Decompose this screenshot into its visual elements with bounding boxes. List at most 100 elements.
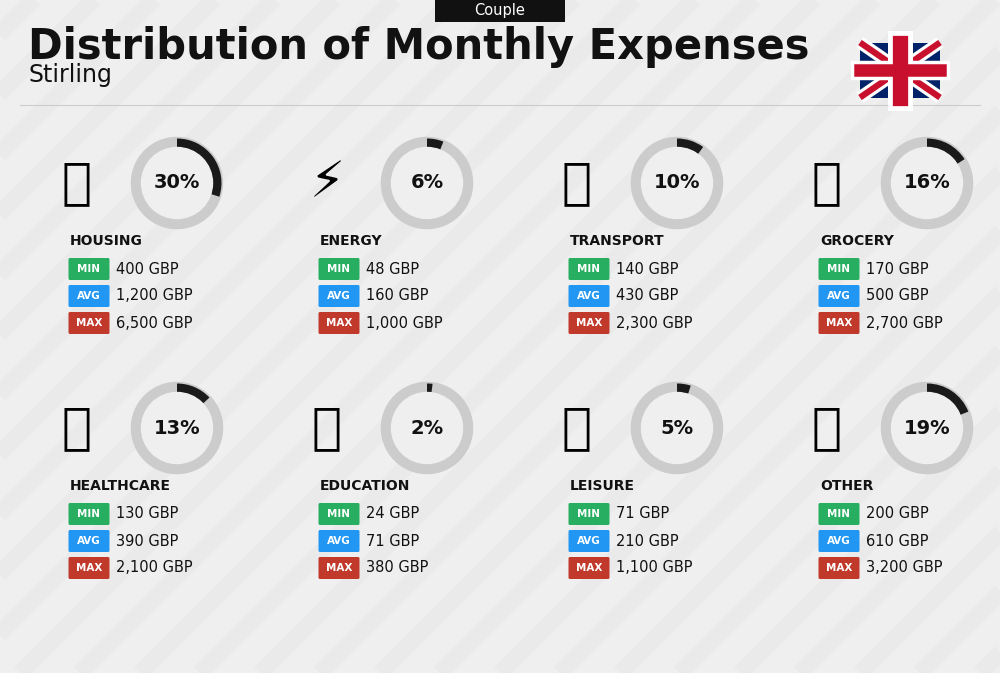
- Text: MIN: MIN: [578, 264, 600, 274]
- FancyBboxPatch shape: [818, 285, 860, 307]
- FancyBboxPatch shape: [818, 557, 860, 579]
- Text: MIN: MIN: [78, 509, 100, 519]
- Text: MAX: MAX: [76, 563, 102, 573]
- Text: TRANSPORT: TRANSPORT: [570, 234, 665, 248]
- Text: OTHER: OTHER: [820, 479, 873, 493]
- FancyBboxPatch shape: [68, 285, 110, 307]
- Wedge shape: [427, 384, 433, 393]
- Circle shape: [142, 147, 212, 219]
- Text: GROCERY: GROCERY: [820, 234, 894, 248]
- Text: 16%: 16%: [904, 174, 950, 192]
- Text: AVG: AVG: [327, 536, 351, 546]
- Text: AVG: AVG: [77, 536, 101, 546]
- FancyBboxPatch shape: [318, 312, 360, 334]
- Text: 30%: 30%: [154, 174, 200, 192]
- Wedge shape: [177, 384, 209, 404]
- FancyBboxPatch shape: [318, 285, 360, 307]
- FancyBboxPatch shape: [568, 258, 610, 280]
- Text: AVG: AVG: [77, 291, 101, 301]
- Text: MIN: MIN: [578, 509, 600, 519]
- Text: 2,700 GBP: 2,700 GBP: [866, 316, 943, 330]
- FancyBboxPatch shape: [568, 557, 610, 579]
- Text: 380 GBP: 380 GBP: [366, 561, 428, 575]
- FancyBboxPatch shape: [860, 42, 940, 98]
- Text: 430 GBP: 430 GBP: [616, 289, 678, 304]
- Text: MIN: MIN: [828, 264, 850, 274]
- Wedge shape: [927, 384, 968, 415]
- Text: AVG: AVG: [577, 291, 601, 301]
- FancyBboxPatch shape: [68, 557, 110, 579]
- Text: MAX: MAX: [326, 318, 352, 328]
- Text: 200 GBP: 200 GBP: [866, 507, 929, 522]
- Text: 610 GBP: 610 GBP: [866, 534, 928, 548]
- Text: 390 GBP: 390 GBP: [116, 534, 178, 548]
- Text: MIN: MIN: [328, 509, 351, 519]
- Text: 💰: 💰: [812, 404, 842, 452]
- Text: 2%: 2%: [410, 419, 444, 437]
- Text: 2,100 GBP: 2,100 GBP: [116, 561, 193, 575]
- Wedge shape: [677, 139, 703, 154]
- Text: 2,300 GBP: 2,300 GBP: [616, 316, 692, 330]
- Text: 500 GBP: 500 GBP: [866, 289, 929, 304]
- Text: 6%: 6%: [410, 174, 444, 192]
- Text: ⚡: ⚡: [309, 159, 345, 207]
- Circle shape: [142, 392, 212, 464]
- FancyBboxPatch shape: [818, 503, 860, 525]
- Text: LEISURE: LEISURE: [570, 479, 635, 493]
- Circle shape: [642, 147, 712, 219]
- Text: 48 GBP: 48 GBP: [366, 262, 419, 277]
- Text: 140 GBP: 140 GBP: [616, 262, 678, 277]
- Wedge shape: [177, 139, 221, 197]
- Text: 160 GBP: 160 GBP: [366, 289, 428, 304]
- Text: 🛒: 🛒: [812, 159, 842, 207]
- FancyBboxPatch shape: [568, 312, 610, 334]
- Text: 🎓: 🎓: [312, 404, 342, 452]
- Text: 5%: 5%: [660, 419, 694, 437]
- FancyBboxPatch shape: [318, 557, 360, 579]
- Text: MAX: MAX: [576, 318, 602, 328]
- Text: 1,200 GBP: 1,200 GBP: [116, 289, 193, 304]
- FancyBboxPatch shape: [68, 503, 110, 525]
- FancyBboxPatch shape: [68, 312, 110, 334]
- Text: AVG: AVG: [577, 536, 601, 546]
- Text: MIN: MIN: [328, 264, 351, 274]
- FancyBboxPatch shape: [435, 0, 565, 22]
- Text: 19%: 19%: [904, 419, 950, 437]
- Circle shape: [892, 147, 962, 219]
- Text: MAX: MAX: [76, 318, 102, 328]
- Text: 6,500 GBP: 6,500 GBP: [116, 316, 192, 330]
- Text: Stirling: Stirling: [28, 63, 112, 87]
- Text: 10%: 10%: [654, 174, 700, 192]
- Text: 3,200 GBP: 3,200 GBP: [866, 561, 942, 575]
- Text: AVG: AVG: [327, 291, 351, 301]
- FancyBboxPatch shape: [818, 258, 860, 280]
- Text: AVG: AVG: [827, 291, 851, 301]
- Text: HEALTHCARE: HEALTHCARE: [70, 479, 171, 493]
- Text: HOUSING: HOUSING: [70, 234, 143, 248]
- Text: 400 GBP: 400 GBP: [116, 262, 179, 277]
- FancyBboxPatch shape: [318, 530, 360, 552]
- Text: 71 GBP: 71 GBP: [616, 507, 669, 522]
- Text: AVG: AVG: [827, 536, 851, 546]
- FancyBboxPatch shape: [818, 530, 860, 552]
- Text: MAX: MAX: [826, 318, 852, 328]
- Text: EDUCATION: EDUCATION: [320, 479, 410, 493]
- Text: 210 GBP: 210 GBP: [616, 534, 679, 548]
- Text: 1,000 GBP: 1,000 GBP: [366, 316, 443, 330]
- Text: 130 GBP: 130 GBP: [116, 507, 178, 522]
- FancyBboxPatch shape: [818, 312, 860, 334]
- Text: 24 GBP: 24 GBP: [366, 507, 419, 522]
- FancyBboxPatch shape: [318, 503, 360, 525]
- Text: Distribution of Monthly Expenses: Distribution of Monthly Expenses: [28, 26, 810, 68]
- Text: 🛍: 🛍: [562, 404, 592, 452]
- Text: 1,100 GBP: 1,100 GBP: [616, 561, 692, 575]
- Text: 🚌: 🚌: [562, 159, 592, 207]
- Text: MAX: MAX: [326, 563, 352, 573]
- Text: 71 GBP: 71 GBP: [366, 534, 419, 548]
- Circle shape: [392, 147, 462, 219]
- FancyBboxPatch shape: [568, 503, 610, 525]
- FancyBboxPatch shape: [68, 530, 110, 552]
- Text: 13%: 13%: [154, 419, 200, 437]
- Text: MAX: MAX: [826, 563, 852, 573]
- Circle shape: [392, 392, 462, 464]
